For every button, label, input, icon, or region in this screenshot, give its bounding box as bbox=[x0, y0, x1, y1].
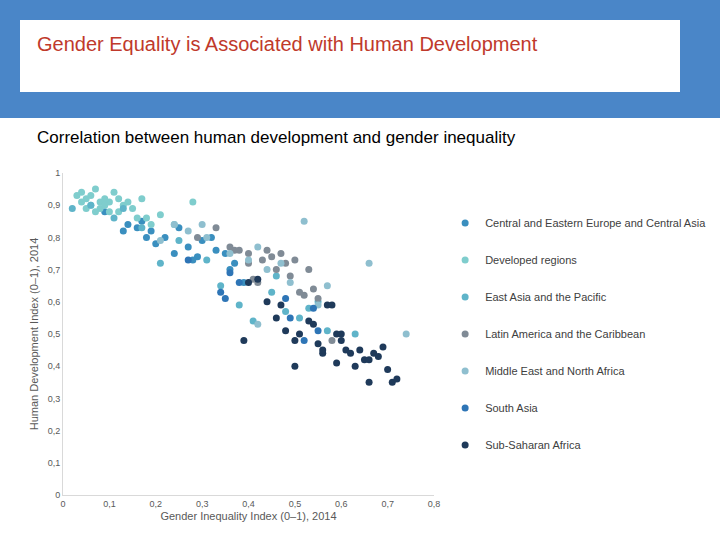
svg-text:0,1: 0,1 bbox=[48, 458, 61, 468]
svg-text:Gender Inequality Index (0–1),: Gender Inequality Index (0–1), 2014 bbox=[160, 510, 336, 522]
svg-text:Human Development Index (0–1),: Human Development Index (0–1), 2014 bbox=[28, 238, 40, 431]
svg-text:0,5: 0,5 bbox=[289, 499, 302, 509]
html-text:Correlation between human deve: Correlation between human development an… bbox=[37, 128, 516, 147]
svg-text:0,5: 0,5 bbox=[48, 329, 61, 339]
svg-text:1: 1 bbox=[55, 168, 60, 178]
svg-text:East Asia and the Pacific: East Asia and the Pacific bbox=[485, 291, 607, 303]
svg-text:0,4: 0,4 bbox=[242, 499, 255, 509]
svg-text:0,4: 0,4 bbox=[48, 361, 61, 371]
svg-text:Sub-Saharan Africa: Sub-Saharan Africa bbox=[485, 439, 581, 451]
svg-text:0,3: 0,3 bbox=[48, 394, 61, 404]
svg-text:0,3: 0,3 bbox=[196, 499, 209, 509]
svg-text:0: 0 bbox=[55, 490, 60, 500]
svg-text:0,7: 0,7 bbox=[48, 265, 61, 275]
svg-text:0,8: 0,8 bbox=[48, 233, 61, 243]
svg-text:0: 0 bbox=[60, 499, 65, 509]
svg-text:0,9: 0,9 bbox=[48, 200, 61, 210]
svg-text:0,7: 0,7 bbox=[381, 499, 394, 509]
svg-text:Middle East and North Africa: Middle East and North Africa bbox=[485, 365, 625, 377]
svg-text:Central and Eastern Europe and: Central and Eastern Europe and Central A… bbox=[485, 217, 706, 229]
svg-text:0,2: 0,2 bbox=[48, 426, 61, 436]
svg-text:Latin America and the Caribbea: Latin America and the Caribbean bbox=[485, 328, 645, 340]
svg-text:0,1: 0,1 bbox=[103, 499, 116, 509]
svg-text:South Asia: South Asia bbox=[485, 402, 538, 414]
svg-text:0,2: 0,2 bbox=[149, 499, 162, 509]
svg-text:0,8: 0,8 bbox=[428, 499, 441, 509]
html-text:Gender Equality is Associated: Gender Equality is Associated with Human… bbox=[37, 33, 538, 55]
svg-text:0,6: 0,6 bbox=[48, 297, 61, 307]
svg-text:Developed regions: Developed regions bbox=[485, 254, 577, 266]
svg-text:0,6: 0,6 bbox=[335, 499, 348, 509]
